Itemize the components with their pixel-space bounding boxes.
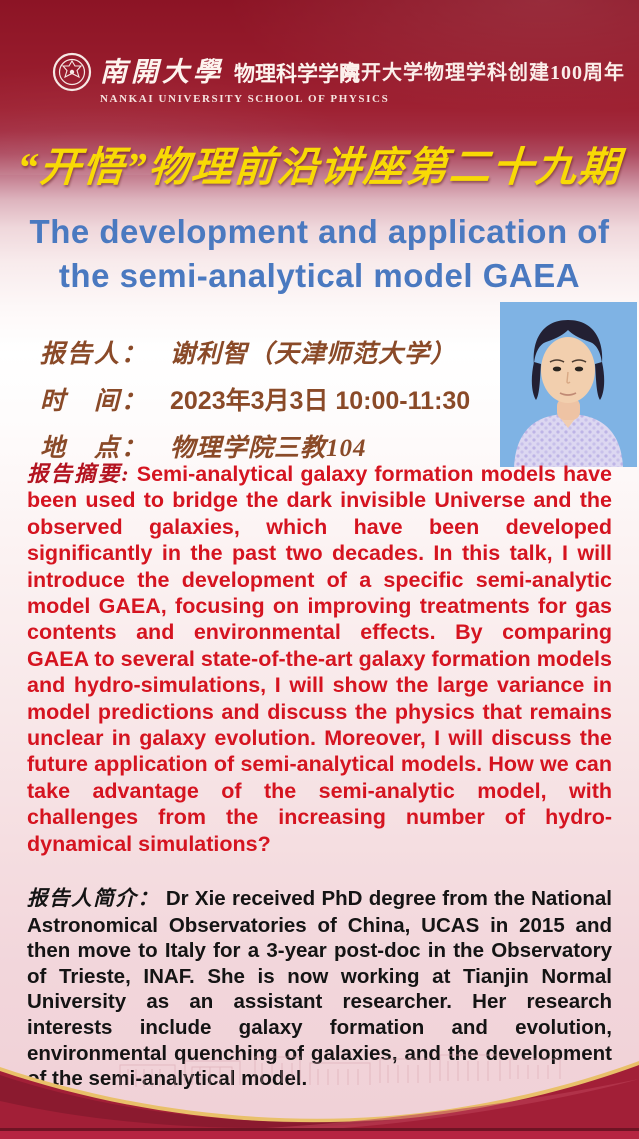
talk-title-line2: the semi-analytical model GAEA — [58, 257, 581, 294]
buildings-sketch-icon — [119, 1054, 561, 1087]
abstract-paragraph: 报告摘要: Semi-analytical galaxy formation m… — [27, 461, 612, 857]
wave-shadow — [0, 1075, 400, 1128]
talk-info: 报告人： 谢利智（天津师范大学） 时 间： 2023年3月3日 10:00-11… — [40, 334, 490, 475]
bio-text: Dr Xie received PhD degree from the Nati… — [27, 887, 612, 1091]
footer-dark-line — [0, 1128, 639, 1131]
speaker-portrait-icon — [500, 302, 637, 467]
series-title: “开悟”物理前沿讲座第二十九期 — [15, 144, 623, 190]
time-value: 2023年3月3日 10:00-11:30 — [170, 387, 471, 415]
bio-label: 报告人简介： — [27, 888, 160, 910]
logo-text: 南開大學 物理科学学院 NANKAI UNIVERSITY SCHOOL OF … — [100, 50, 389, 105]
header: 南開大學 物理科学学院 NANKAI UNIVERSITY SCHOOL OF … — [0, 48, 639, 108]
time-label: 时 间： — [40, 388, 149, 415]
school-name-cn: 物理科学学院 — [234, 63, 360, 86]
speaker-photo — [500, 302, 637, 467]
anniversary-text: 南开大学物理学科创建100周年 — [340, 62, 625, 84]
school-logo-block: 南開大學 物理科学学院 NANKAI UNIVERSITY SCHOOL OF … — [52, 50, 389, 105]
location-row: 地 点： 物理学院三教104 — [40, 428, 490, 464]
footer-bottom-band — [0, 1131, 639, 1139]
speaker-row: 报告人： 谢利智（天津师范大学） — [40, 334, 490, 370]
location-value: 物理学院三教104 — [170, 435, 367, 462]
bio-paragraph: 报告人简介： Dr Xie received PhD degree from t… — [27, 886, 612, 1092]
speaker-value: 谢利智（天津师范大学） — [170, 341, 457, 368]
time-row: 时 间： 2023年3月3日 10:00-11:30 — [40, 381, 490, 417]
abstract-text: Semi-analytical galaxy formation models … — [27, 462, 612, 856]
talk-title: The development and application of the s… — [0, 210, 639, 298]
footer-decoration — [0, 1049, 639, 1139]
nankai-emblem-icon — [52, 52, 92, 92]
school-name-en: NANKAI UNIVERSITY SCHOOL OF PHYSICS — [100, 93, 390, 105]
speaker-label: 报告人： — [40, 341, 149, 368]
university-name-calligraphy: 南開大學 — [100, 57, 224, 87]
footer-wave-graphic — [0, 1054, 639, 1139]
abstract-label: 报告摘要: — [27, 462, 130, 486]
location-label: 地 点： — [40, 435, 149, 462]
talk-title-line1: The development and application of — [29, 213, 610, 250]
